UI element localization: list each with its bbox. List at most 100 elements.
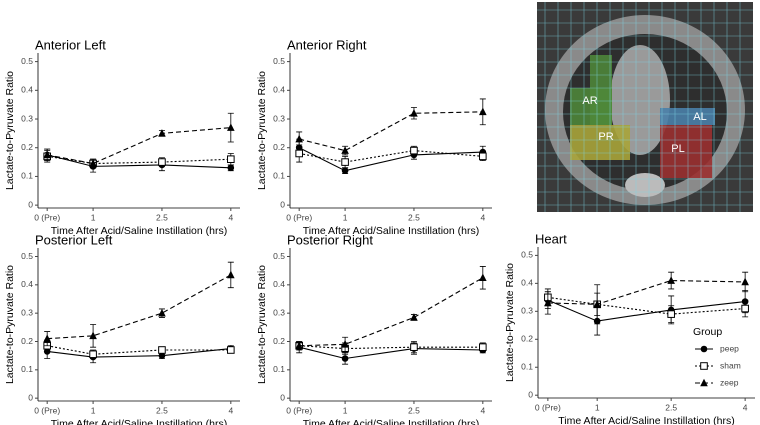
x-tick-label: 1 <box>343 405 348 415</box>
data-point <box>667 310 675 318</box>
x-tick-label: 2.5 <box>156 405 168 415</box>
x-tick-label: 2.5 <box>408 405 420 415</box>
series-line <box>47 127 231 165</box>
data-point <box>89 159 97 167</box>
chart-title: Anterior Right <box>287 37 367 52</box>
data-point <box>479 273 487 282</box>
data-point <box>667 276 675 284</box>
y-tick-label: 0 <box>28 392 33 402</box>
series-line <box>299 345 483 350</box>
series-line <box>47 154 231 169</box>
x-tick-label: 0 (Pre) <box>286 212 312 222</box>
x-axis-label: Time After Acid/Saline Instillation (hrs… <box>303 225 479 237</box>
y-axis-label: Lactate-to-Pyruvate Ratio <box>4 265 16 384</box>
y-tick-label: 0 <box>280 199 285 209</box>
series-line <box>299 111 483 152</box>
y-tick-label: 0.4 <box>21 279 33 289</box>
x-tick-label: 4 <box>743 402 748 412</box>
series-line <box>547 280 746 305</box>
y-tick-label: 0.5 <box>21 251 33 261</box>
y-tick-label: 0 <box>280 392 285 402</box>
y-tick-label: 0.2 <box>273 142 285 152</box>
chart-title: Posterior Right <box>287 232 373 247</box>
y-tick-label: 0.3 <box>273 113 285 123</box>
series-line <box>299 346 483 360</box>
data-point <box>43 334 51 342</box>
y-tick-label: 0.4 <box>273 85 285 95</box>
series-line <box>47 348 231 358</box>
x-axis-label: Time After Acid/Saline Instillation (hrs… <box>51 418 227 425</box>
legend-label: peep <box>720 343 739 353</box>
y-tick-label: 0.5 <box>273 56 285 66</box>
region-pr <box>570 125 630 160</box>
x-tick-label: 1 <box>343 212 348 222</box>
x-tick-label: 0 (Pre) <box>34 212 60 222</box>
y-tick-label: 0.4 <box>21 85 33 95</box>
data-point <box>158 129 166 137</box>
y-tick-label: 0 <box>528 389 533 399</box>
legend-label: sham <box>720 360 741 370</box>
data-point <box>341 167 349 174</box>
y-tick-label: 0.4 <box>521 278 533 288</box>
y-tick-label: 0.1 <box>21 364 33 374</box>
y-tick-label: 0.2 <box>21 336 33 346</box>
data-point <box>227 155 235 164</box>
y-tick-label: 0.2 <box>521 334 533 344</box>
x-tick-label: 4 <box>480 212 485 222</box>
chart-title: Posterior Left <box>35 232 113 247</box>
x-axis-label: Time After Acid/Saline Instillation (hrs… <box>558 415 734 425</box>
y-axis-label: Lactate-to-Pyruvate Ratio <box>256 265 268 384</box>
y-tick-label: 0.1 <box>273 171 285 181</box>
image-grid <box>537 2 753 212</box>
region-label: PR <box>598 131 613 143</box>
legend-title: Group <box>693 326 722 338</box>
data-point <box>227 164 235 172</box>
data-point <box>43 150 51 159</box>
data-point <box>410 146 418 155</box>
x-tick-label: 0 (Pre) <box>535 402 561 412</box>
x-tick-label: 1 <box>91 212 96 222</box>
region-ar <box>570 88 612 125</box>
data-point <box>341 340 349 348</box>
x-axis-label: Time After Acid/Saline Instillation (hrs… <box>51 225 227 237</box>
x-tick-label: 2.5 <box>156 212 168 222</box>
x-tick-label: 4 <box>228 212 233 222</box>
data-point <box>295 134 303 143</box>
data-point <box>479 107 487 116</box>
data-point <box>158 158 166 166</box>
y-tick-label: 0.1 <box>21 171 33 181</box>
spine <box>625 173 665 197</box>
series-line <box>547 296 746 315</box>
y-tick-label: 0.1 <box>521 361 533 371</box>
region-label: AL <box>693 111 706 123</box>
series-line <box>299 150 483 163</box>
data-point <box>158 352 166 359</box>
y-tick-label: 0.3 <box>521 306 533 316</box>
data-point <box>158 346 166 354</box>
data-point <box>410 108 418 117</box>
x-tick-label: 1 <box>91 405 96 415</box>
y-tick-label: 0.1 <box>273 364 285 374</box>
y-tick-label: 0.5 <box>521 250 533 260</box>
data-point <box>295 341 303 350</box>
legend-label: zeep <box>720 377 739 387</box>
x-tick-label: 0 (Pre) <box>286 405 312 415</box>
data-point <box>341 355 349 362</box>
data-point <box>341 158 349 166</box>
data-point <box>593 300 601 308</box>
y-tick-label: 0.2 <box>273 336 285 346</box>
data-point <box>741 277 749 286</box>
y-tick-label: 0.3 <box>21 113 33 123</box>
y-axis-label: Lactate-to-Pyruvate Ratio <box>256 71 268 190</box>
x-tick-label: 2.5 <box>408 212 420 222</box>
chart-title: Heart <box>535 231 567 246</box>
data-point <box>227 123 235 131</box>
chart-title: Anterior Left <box>35 37 106 52</box>
y-tick-label: 0.2 <box>21 142 33 152</box>
data-point <box>227 270 235 279</box>
legend-marker <box>700 362 708 370</box>
data-point <box>479 152 487 161</box>
region-al <box>660 108 715 125</box>
mri-image: AR PR AL PL <box>537 2 753 212</box>
